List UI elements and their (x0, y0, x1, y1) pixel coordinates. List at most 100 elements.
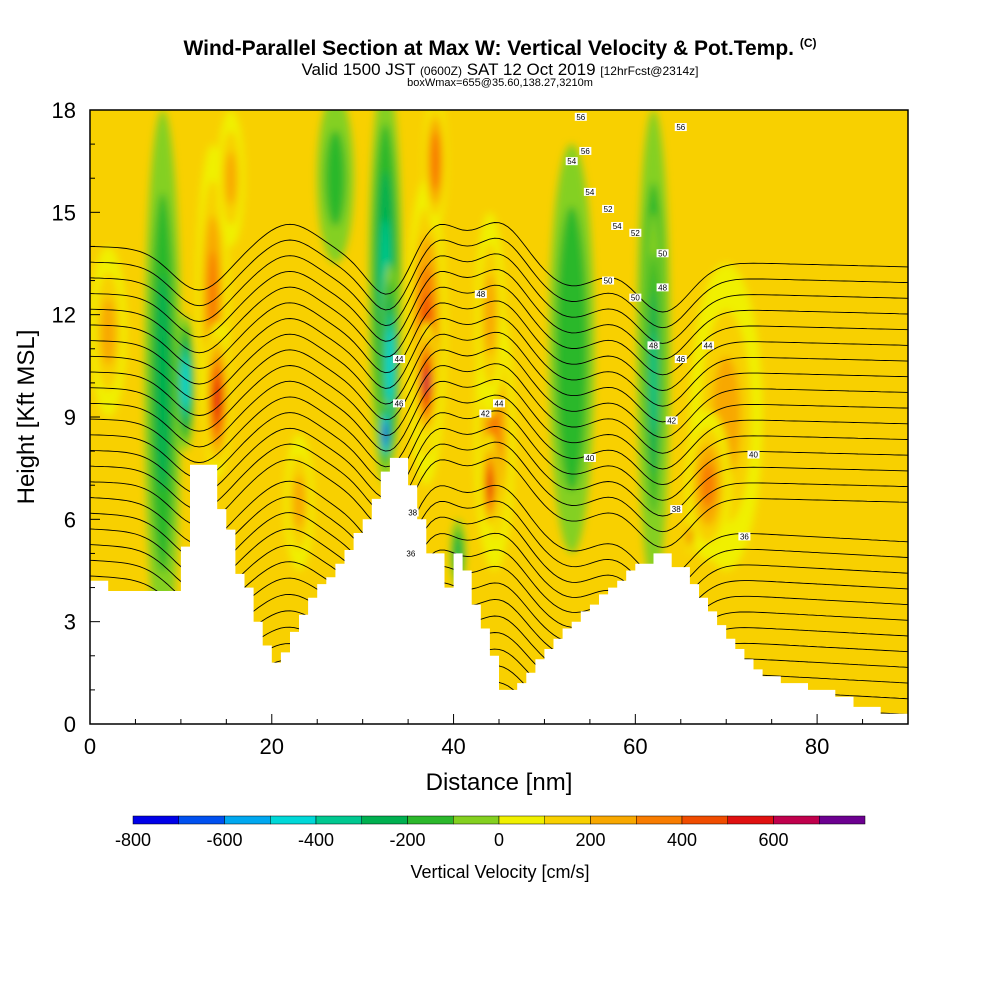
contour-label-text: 36 (406, 549, 415, 558)
contour-label-bg (670, 505, 683, 514)
contour-label-text: 44 (495, 399, 504, 408)
contour-label-bg (656, 283, 669, 292)
theta-contour (90, 347, 908, 439)
contour-label: 44 (702, 341, 715, 350)
y-axis-label: Height [Kft MSL] (13, 330, 40, 505)
theta-contour (90, 441, 908, 533)
colorbar-swatch (453, 815, 500, 825)
y-tick-label: 3 (64, 610, 76, 635)
contour-label: 54 (611, 221, 624, 231)
colorbar-swatch (361, 815, 408, 825)
theta-contour (90, 269, 908, 360)
contour-label-text: 46 (676, 355, 685, 364)
colorbar-swatch (681, 815, 728, 825)
velocity-cell (325, 130, 346, 227)
contour-label: 44 (393, 355, 406, 364)
velocity-cell (387, 344, 392, 387)
colorbar-swatch (773, 815, 820, 825)
colorbar-swatch (132, 815, 179, 825)
box-info: boxWmax=655@35.60,138.27,3210m (407, 77, 593, 89)
theta-contour (90, 237, 908, 329)
contour-label-bg (674, 123, 687, 132)
velocity-cell (687, 532, 692, 541)
velocity-cell (214, 383, 221, 417)
colorbar-swatch (590, 815, 637, 825)
contour-label-bg (702, 341, 715, 350)
contour-label-text: 52 (631, 229, 640, 238)
colorbar-tick-label: 0 (494, 830, 504, 850)
velocity-cell (487, 474, 492, 496)
contour-label-bg (579, 146, 592, 155)
contour-label-bg (656, 249, 669, 258)
forecast-info: [12hrFcst@2314z] (600, 64, 699, 78)
colorbar-swatch (544, 815, 591, 825)
contour-label: 56 (579, 146, 592, 156)
contour-label-bg (665, 416, 678, 425)
y-tick-label: 12 (52, 303, 76, 328)
contour-label-bg (674, 355, 687, 364)
y-tick-label: 6 (64, 507, 76, 532)
theta-contour (90, 394, 908, 486)
chart-title-text: Wind-Parallel Section at Max W: Vertical… (183, 37, 794, 60)
contour-label-bg (393, 399, 406, 408)
velocity-cell (701, 462, 715, 508)
colorbar-label: Vertical Velocity [cm/s] (410, 862, 590, 882)
colorbar-swatch (819, 815, 866, 825)
theta-contour (90, 425, 908, 517)
velocity-cell (207, 251, 218, 345)
contour-label-text: 40 (585, 454, 594, 463)
theta-contour (90, 378, 908, 470)
contour-label-bg (474, 290, 487, 299)
contour-label-text: 44 (704, 341, 713, 350)
velocity-cell (484, 274, 496, 355)
velocity-cell (432, 144, 439, 178)
contour-label: 38 (670, 505, 683, 514)
valid-time: Valid 1500 JST (301, 60, 416, 79)
y-tick-label: 15 (52, 200, 76, 225)
velocity-cell (101, 298, 116, 366)
contour-label: 46 (393, 399, 406, 408)
contour-label: 56 (674, 123, 687, 132)
contour-label-text: 48 (649, 341, 658, 350)
contour-label: 54 (583, 187, 596, 197)
contour-label-bg (602, 276, 615, 285)
x-tick-label: 80 (805, 734, 829, 759)
contour-label-text: 56 (676, 123, 685, 132)
colorbar-tick-label: -800 (115, 830, 151, 850)
contour-label-text: 56 (576, 113, 585, 122)
contour-label-bg (479, 409, 492, 418)
contour-label: 42 (665, 416, 678, 425)
contour-label: 42 (479, 409, 492, 419)
contour-label-text: 44 (395, 355, 404, 364)
contour-label-bg (747, 450, 760, 459)
contour-label: 38 (406, 508, 419, 518)
theta-contour (90, 457, 908, 548)
contour-label: 54 (565, 157, 578, 166)
contour-label-text: 40 (749, 451, 758, 460)
contour-label-text: 42 (667, 416, 676, 425)
copyright-mark: (C) (799, 36, 817, 50)
utc-time: (0600Z) (419, 64, 462, 78)
colorbar-swatch (315, 815, 362, 825)
contour-label-text: 48 (658, 283, 667, 292)
contour-label: 48 (647, 341, 660, 350)
contour-label-text: 36 (740, 532, 749, 541)
theta-contour (90, 363, 908, 454)
contour-label-text: 38 (672, 505, 681, 514)
contour-label: 36 (404, 549, 417, 558)
contour-label-bg (493, 399, 505, 408)
valid-date: SAT 12 Oct 2019 (466, 60, 596, 79)
colorbar-swatch (224, 815, 271, 825)
theta-contour (90, 410, 908, 501)
contour-label-text: 54 (585, 188, 594, 197)
contour-label: 52 (602, 204, 615, 214)
contour-label-bg (393, 355, 406, 364)
velocity-cell (383, 429, 388, 439)
contour-label-text: 50 (604, 277, 613, 286)
x-tick-label: 40 (441, 734, 465, 759)
contour-label-bg (647, 341, 660, 350)
contour-label-text: 56 (581, 147, 590, 156)
chart-subtitle: Valid 1500 JST (0600Z) SAT 12 Oct 2019 [… (0, 60, 1000, 80)
contour-label-bg (738, 532, 751, 541)
